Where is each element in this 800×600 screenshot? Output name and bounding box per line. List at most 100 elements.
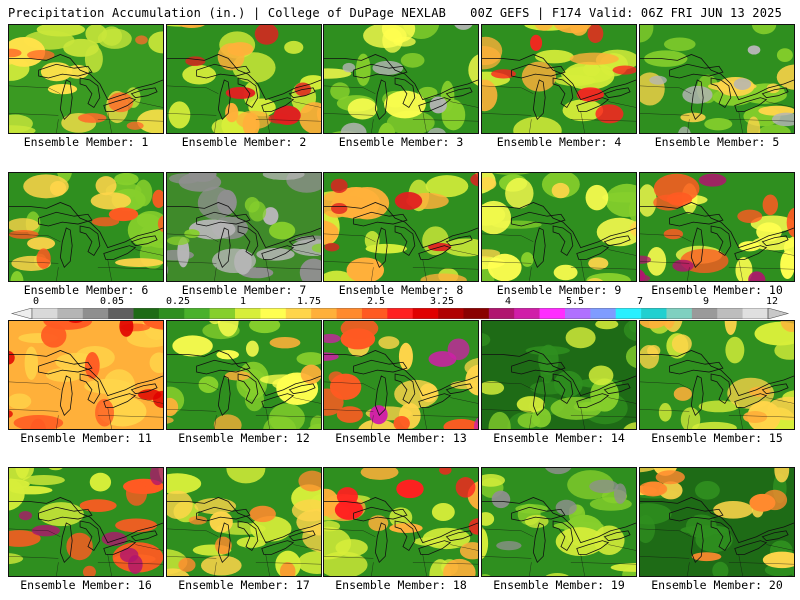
precip-field <box>167 25 321 133</box>
colorbar-swatch <box>133 308 160 319</box>
ensemble-member-map <box>639 320 795 430</box>
ensemble-member-map <box>166 172 322 282</box>
map-boundaries <box>167 54 321 133</box>
colorbar-swatch <box>590 308 617 319</box>
colorbar-tick-label: 9 <box>702 296 710 307</box>
colorbar-tick-label: 1 <box>239 296 247 307</box>
map-boundaries <box>324 350 478 429</box>
ensemble-member-label: Ensemble Member: 14 <box>493 431 625 445</box>
ensemble-member-label: Ensemble Member: 10 <box>651 283 783 297</box>
map-boundaries <box>640 54 794 133</box>
map-boundaries <box>482 54 636 133</box>
precip-field <box>9 25 163 133</box>
colorbar-swatch <box>209 308 236 319</box>
ensemble-member-label: Ensemble Member: 18 <box>335 578 467 592</box>
map-boundaries <box>324 497 478 576</box>
map-boundaries <box>9 497 163 576</box>
ensemble-member-label: Ensemble Member: 15 <box>651 431 783 445</box>
map-boundaries <box>324 202 478 281</box>
ensemble-member-map <box>481 320 637 430</box>
map-boundaries <box>482 202 636 281</box>
run-valid-info: 00Z GEFS | F174 Valid: 06Z FRI JUN 13 20… <box>470 6 782 20</box>
colorbar-tick-label: 3.25 <box>429 296 455 307</box>
ensemble-member-map <box>323 467 479 577</box>
colorbar-tick-label: 4 <box>504 296 512 307</box>
precip-field <box>482 25 636 133</box>
precip-field <box>482 173 636 281</box>
ensemble-member-map <box>323 320 479 430</box>
precip-colorbar: 0 0.05 0.25 1 1.75 2.5 3.25 4 5.5 7 9 12 <box>10 296 790 320</box>
colorbar-swatch <box>108 308 134 319</box>
colorbar-tick-labels: 0 0.05 0.25 1 1.75 2.5 3.25 4 5.5 7 9 12 <box>10 296 790 308</box>
colorbar-tick-label: 0 <box>32 296 40 307</box>
ensemble-member-label: Ensemble Member: 19 <box>493 578 625 592</box>
colorbar-scale <box>10 308 790 319</box>
map-boundaries <box>482 497 636 576</box>
precip-field <box>9 321 163 429</box>
ensemble-member-label: Ensemble Member: 5 <box>654 135 780 149</box>
ensemble-member-map <box>8 24 164 134</box>
colorbar-tick-label: 5.5 <box>565 296 585 307</box>
colorbar-swatch <box>32 308 58 319</box>
colorbar-swatch <box>742 308 769 319</box>
ensemble-member-map <box>481 172 637 282</box>
ensemble-member-map <box>323 172 479 282</box>
precip-field <box>482 321 636 429</box>
ensemble-member-map <box>481 24 637 134</box>
colorbar-swatch <box>285 308 312 319</box>
ensemble-member-map <box>323 24 479 134</box>
map-boundaries <box>9 54 163 133</box>
precip-field <box>640 468 794 576</box>
colorbar-swatch <box>82 308 109 319</box>
precip-field <box>640 25 794 133</box>
colorbar-swatch <box>361 308 388 319</box>
precip-field <box>167 321 321 429</box>
precip-field <box>324 173 478 281</box>
map-boundaries <box>640 497 794 576</box>
map-boundaries <box>640 202 794 281</box>
map-boundaries <box>9 202 163 281</box>
colorbar-swatch <box>438 308 464 319</box>
ensemble-member-label: Ensemble Member: 12 <box>178 431 310 445</box>
ensemble-member-label: Ensemble Member: 1 <box>23 135 149 149</box>
ensemble-member-map <box>8 172 164 282</box>
colorbar-swatch <box>158 308 185 319</box>
colorbar-swatch <box>641 308 667 319</box>
colorbar-swatch <box>539 308 566 319</box>
colorbar-swatch <box>463 308 490 319</box>
colorbar-tick-label: 12 <box>765 296 779 307</box>
ensemble-member-label: Ensemble Member: 17 <box>178 578 310 592</box>
ensemble-member-map <box>8 467 164 577</box>
colorbar-swatch <box>666 308 693 319</box>
map-boundaries <box>167 350 321 429</box>
ensemble-member-label: Ensemble Member: 4 <box>496 135 622 149</box>
colorbar-swatch <box>260 308 287 319</box>
colorbar-swatch <box>57 308 84 319</box>
colorbar-swatch <box>717 308 743 319</box>
map-boundaries <box>167 202 321 281</box>
precip-field <box>324 25 478 133</box>
colorbar-tick-label: 1.75 <box>296 296 322 307</box>
colorbar-tick-label: 0.05 <box>99 296 125 307</box>
colorbar-swatch <box>235 308 261 319</box>
map-boundaries <box>324 54 478 133</box>
colorbar-swatch <box>488 308 515 319</box>
ensemble-member-map <box>639 467 795 577</box>
colorbar-swatch <box>564 308 591 319</box>
ensemble-member-label: Ensemble Member: 2 <box>181 135 307 149</box>
precip-field <box>640 173 794 281</box>
colorbar-tick-label: 7 <box>636 296 644 307</box>
ensemble-member-map <box>639 24 795 134</box>
colorbar-swatch <box>691 308 718 319</box>
precip-field <box>324 321 478 429</box>
colorbar-tick-label: 2.5 <box>366 296 386 307</box>
colorbar-tick-label: 0.25 <box>165 296 191 307</box>
ensemble-member-map <box>166 24 322 134</box>
ensemble-member-label: Ensemble Member: 8 <box>338 283 464 297</box>
colorbar-swatch <box>336 308 363 319</box>
precip-field <box>324 468 478 576</box>
ensemble-member-label: Ensemble Member: 9 <box>496 283 622 297</box>
colorbar-swatch <box>412 308 439 319</box>
ensemble-member-label: Ensemble Member: 16 <box>20 578 152 592</box>
map-boundaries <box>167 497 321 576</box>
